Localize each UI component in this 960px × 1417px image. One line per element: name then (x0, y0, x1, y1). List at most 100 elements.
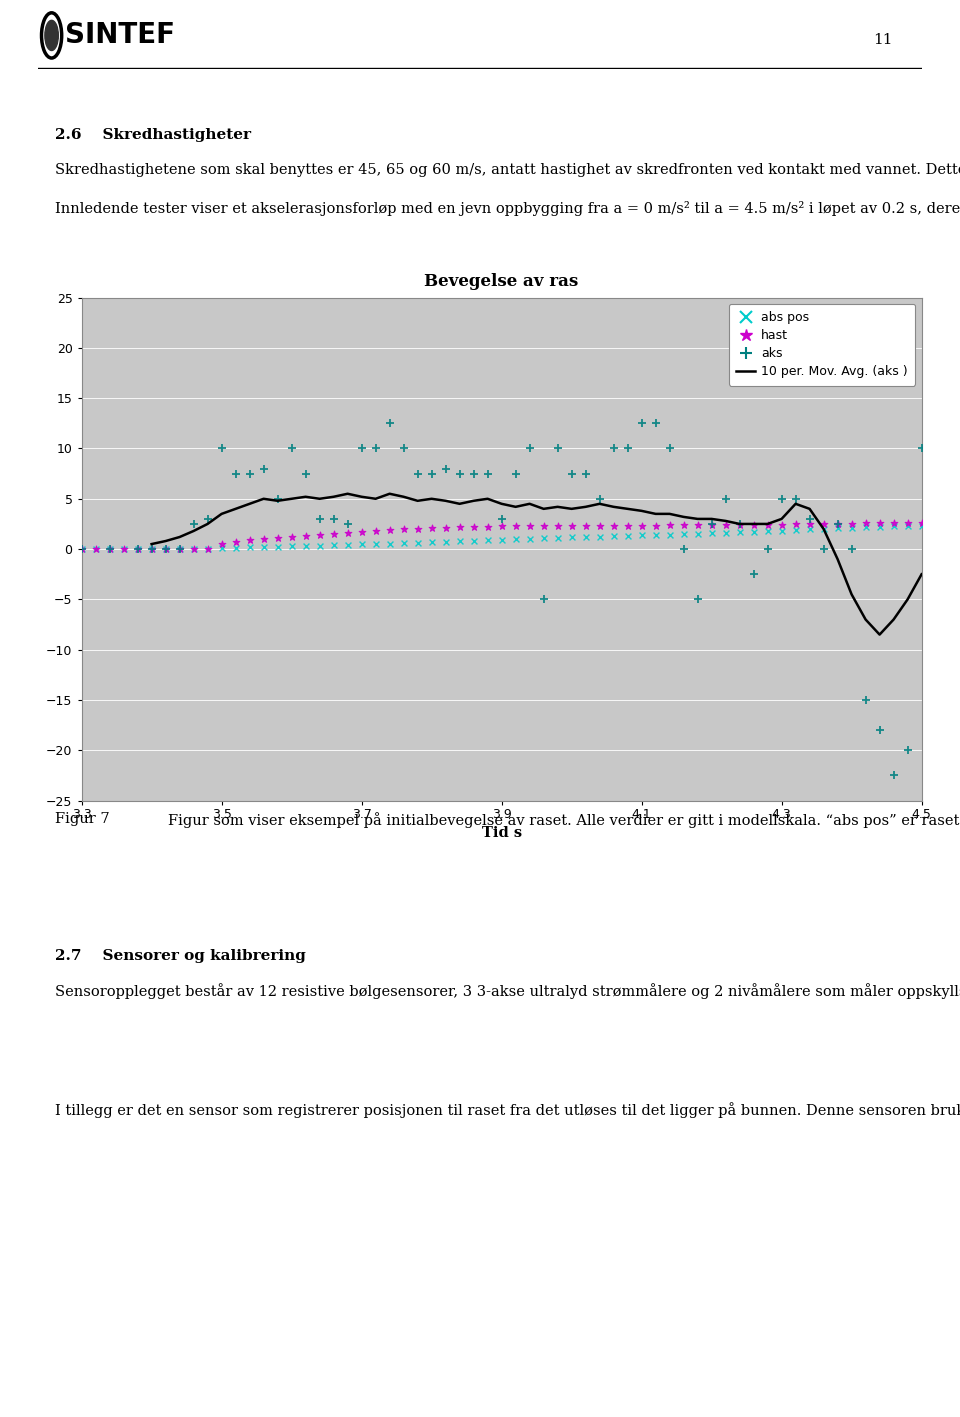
Point (718, 521, 733, 544)
Point (200, 507, 215, 530)
Point (130, 537, 145, 560)
Point (312, 507, 327, 530)
Point (256, 458, 272, 480)
Point (830, 513, 846, 536)
Point (634, 412, 649, 435)
Point (676, 513, 691, 536)
Point (256, 536, 272, 558)
Point (74, 537, 89, 560)
Point (718, 487, 733, 510)
Point (522, 436, 538, 459)
Point (704, 513, 719, 536)
Point (158, 537, 174, 560)
Point (116, 537, 132, 560)
Point (424, 531, 440, 554)
Point (410, 531, 425, 554)
Point (606, 514, 621, 537)
Point (620, 514, 636, 537)
Point (536, 514, 551, 537)
Point (620, 436, 636, 459)
Point (690, 513, 706, 536)
Point (550, 527, 565, 550)
Point (802, 507, 817, 530)
Point (270, 487, 285, 510)
Point (704, 521, 719, 544)
Point (522, 514, 538, 537)
Point (354, 520, 370, 543)
Text: Figur 7: Figur 7 (55, 812, 109, 826)
Point (410, 517, 425, 540)
Text: Innledende tester viser et akselerasjonsforløp med en jevn oppbygging fra a = 0 : Innledende tester viser et akselerasjons… (55, 201, 960, 217)
Point (396, 517, 411, 540)
Point (872, 512, 887, 534)
Point (760, 520, 776, 543)
Point (312, 534, 327, 557)
Point (886, 764, 901, 786)
Point (592, 514, 608, 537)
Point (284, 534, 300, 557)
Point (858, 689, 874, 711)
Point (340, 534, 355, 557)
Point (648, 412, 663, 435)
Point (914, 514, 929, 537)
Point (774, 520, 789, 543)
Point (228, 462, 243, 485)
Point (858, 512, 874, 534)
Point (312, 524, 327, 547)
X-axis label: Tid s: Tid s (482, 826, 521, 840)
Point (452, 516, 468, 538)
Point (900, 514, 915, 537)
Legend: abs pos, hast, aks, 10 per. Mov. Avg. (aks ): abs pos, hast, aks, 10 per. Mov. Avg. (a… (729, 303, 915, 385)
Point (914, 512, 929, 534)
Point (242, 529, 257, 551)
Point (661, 524, 677, 547)
Point (508, 527, 523, 550)
Point (872, 718, 887, 741)
Point (424, 517, 440, 540)
Text: I tillegg er det en sensor som registrerer posisjonen til raset fra det utløses : I tillegg er det en sensor som registrer… (55, 1102, 960, 1118)
Point (144, 537, 159, 560)
Point (480, 516, 495, 538)
Point (158, 537, 174, 560)
Point (746, 563, 761, 585)
Title: Bevegelse av ras: Bevegelse av ras (424, 273, 579, 290)
Point (354, 533, 370, 555)
Point (382, 533, 397, 555)
Point (661, 436, 677, 459)
Point (564, 514, 579, 537)
Point (452, 462, 468, 485)
Point (844, 537, 859, 560)
Point (634, 524, 649, 547)
Point (74, 537, 89, 560)
Point (186, 537, 202, 560)
Point (102, 537, 117, 560)
Point (690, 588, 706, 611)
Point (816, 513, 831, 536)
Point (466, 516, 481, 538)
Point (410, 462, 425, 485)
Point (74, 537, 89, 560)
Point (858, 516, 874, 538)
Point (592, 526, 608, 548)
Point (661, 513, 677, 536)
Point (606, 436, 621, 459)
Point (242, 536, 257, 558)
Point (396, 531, 411, 554)
Point (200, 537, 215, 560)
Point (886, 512, 901, 534)
Point (746, 513, 761, 536)
Point (270, 536, 285, 558)
Point (172, 537, 187, 560)
Point (788, 519, 804, 541)
Point (270, 527, 285, 550)
Point (816, 537, 831, 560)
Point (382, 519, 397, 541)
Point (340, 513, 355, 536)
Point (214, 537, 229, 560)
Point (802, 517, 817, 540)
Point (746, 520, 761, 543)
Point (298, 524, 313, 547)
Point (816, 517, 831, 540)
Point (214, 436, 229, 459)
Point (438, 458, 453, 480)
